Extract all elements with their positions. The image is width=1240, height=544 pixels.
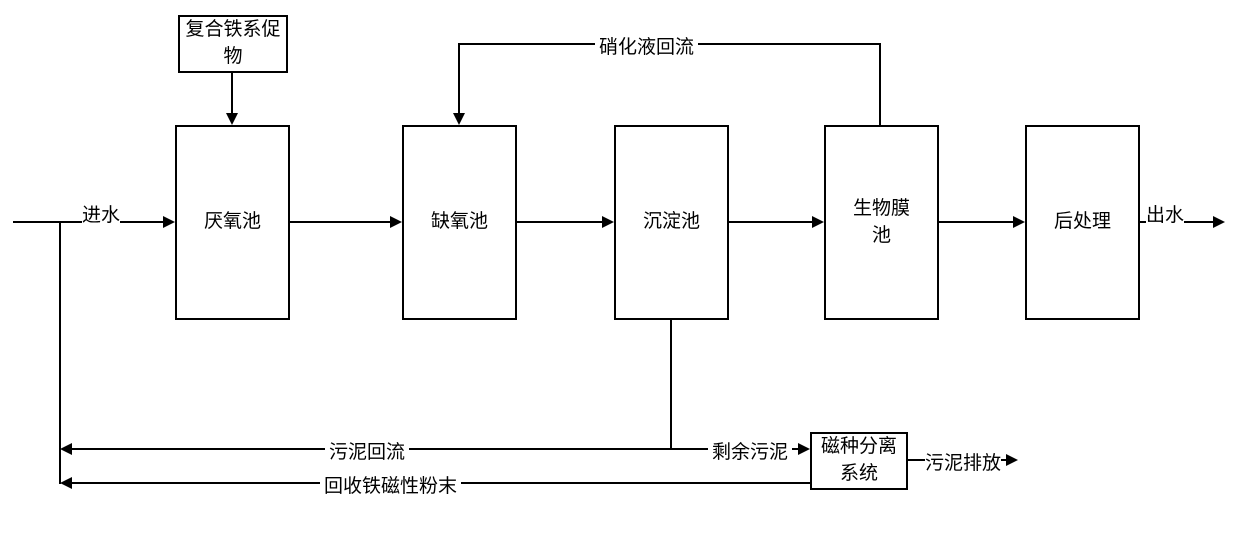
a4-line: [939, 221, 1013, 223]
sediment-box: 沉淀池: [614, 125, 729, 320]
promoter-box: 复合铁系促物: [178, 15, 288, 73]
recycle-arrow: [60, 477, 72, 489]
inflow-arrow: [163, 216, 175, 228]
sludge-discharge-label: 污泥排放: [925, 448, 1001, 475]
anaerobic-label: 厌氧池: [204, 209, 261, 236]
a2-arrow: [602, 216, 614, 228]
return-up-line: [59, 222, 61, 484]
a4-arrow: [1013, 216, 1025, 228]
recycle-powder-label: 回收铁磁性粉末: [320, 471, 461, 498]
excess-arrow: [798, 443, 810, 455]
discharge-arrow: [1006, 454, 1018, 466]
excess-sludge-label: 剩余污泥: [708, 437, 792, 464]
anoxic-label: 缺氧池: [431, 209, 488, 236]
sludge-return-label: 污泥回流: [325, 437, 409, 464]
post-label: 后处理: [1054, 209, 1111, 236]
sediment-down-line: [670, 320, 672, 450]
a3-line: [729, 221, 812, 223]
post-box: 后处理: [1025, 125, 1140, 320]
nitrify-up-line: [879, 43, 881, 125]
a1-line: [290, 221, 390, 223]
magsep-label: 磁种分离系统: [821, 434, 897, 487]
nitrify-label: 硝化液回流: [595, 32, 698, 59]
anoxic-box: 缺氧池: [402, 125, 517, 320]
a3-arrow: [812, 216, 824, 228]
biofilm-box: 生物膜池: [824, 125, 939, 320]
magsep-box: 磁种分离系统: [810, 432, 908, 490]
a1-arrow: [390, 216, 402, 228]
promoter-down-arrow: [226, 113, 238, 125]
inflow-label: 进水: [82, 200, 120, 227]
anaerobic-box: 厌氧池: [175, 125, 290, 320]
a2-line: [517, 221, 602, 223]
nitrify-down-arrow: [453, 113, 465, 125]
promoter-down-line: [231, 73, 233, 113]
sediment-label: 沉淀池: [643, 209, 700, 236]
promoter-label: 复合铁系促物: [185, 17, 280, 70]
outflow-label: 出水: [1146, 200, 1184, 227]
biofilm-label: 生物膜池: [853, 196, 910, 249]
nitrify-down-line: [458, 43, 460, 113]
sludge-return-arrow: [60, 443, 72, 455]
outflow-arrow: [1213, 216, 1225, 228]
